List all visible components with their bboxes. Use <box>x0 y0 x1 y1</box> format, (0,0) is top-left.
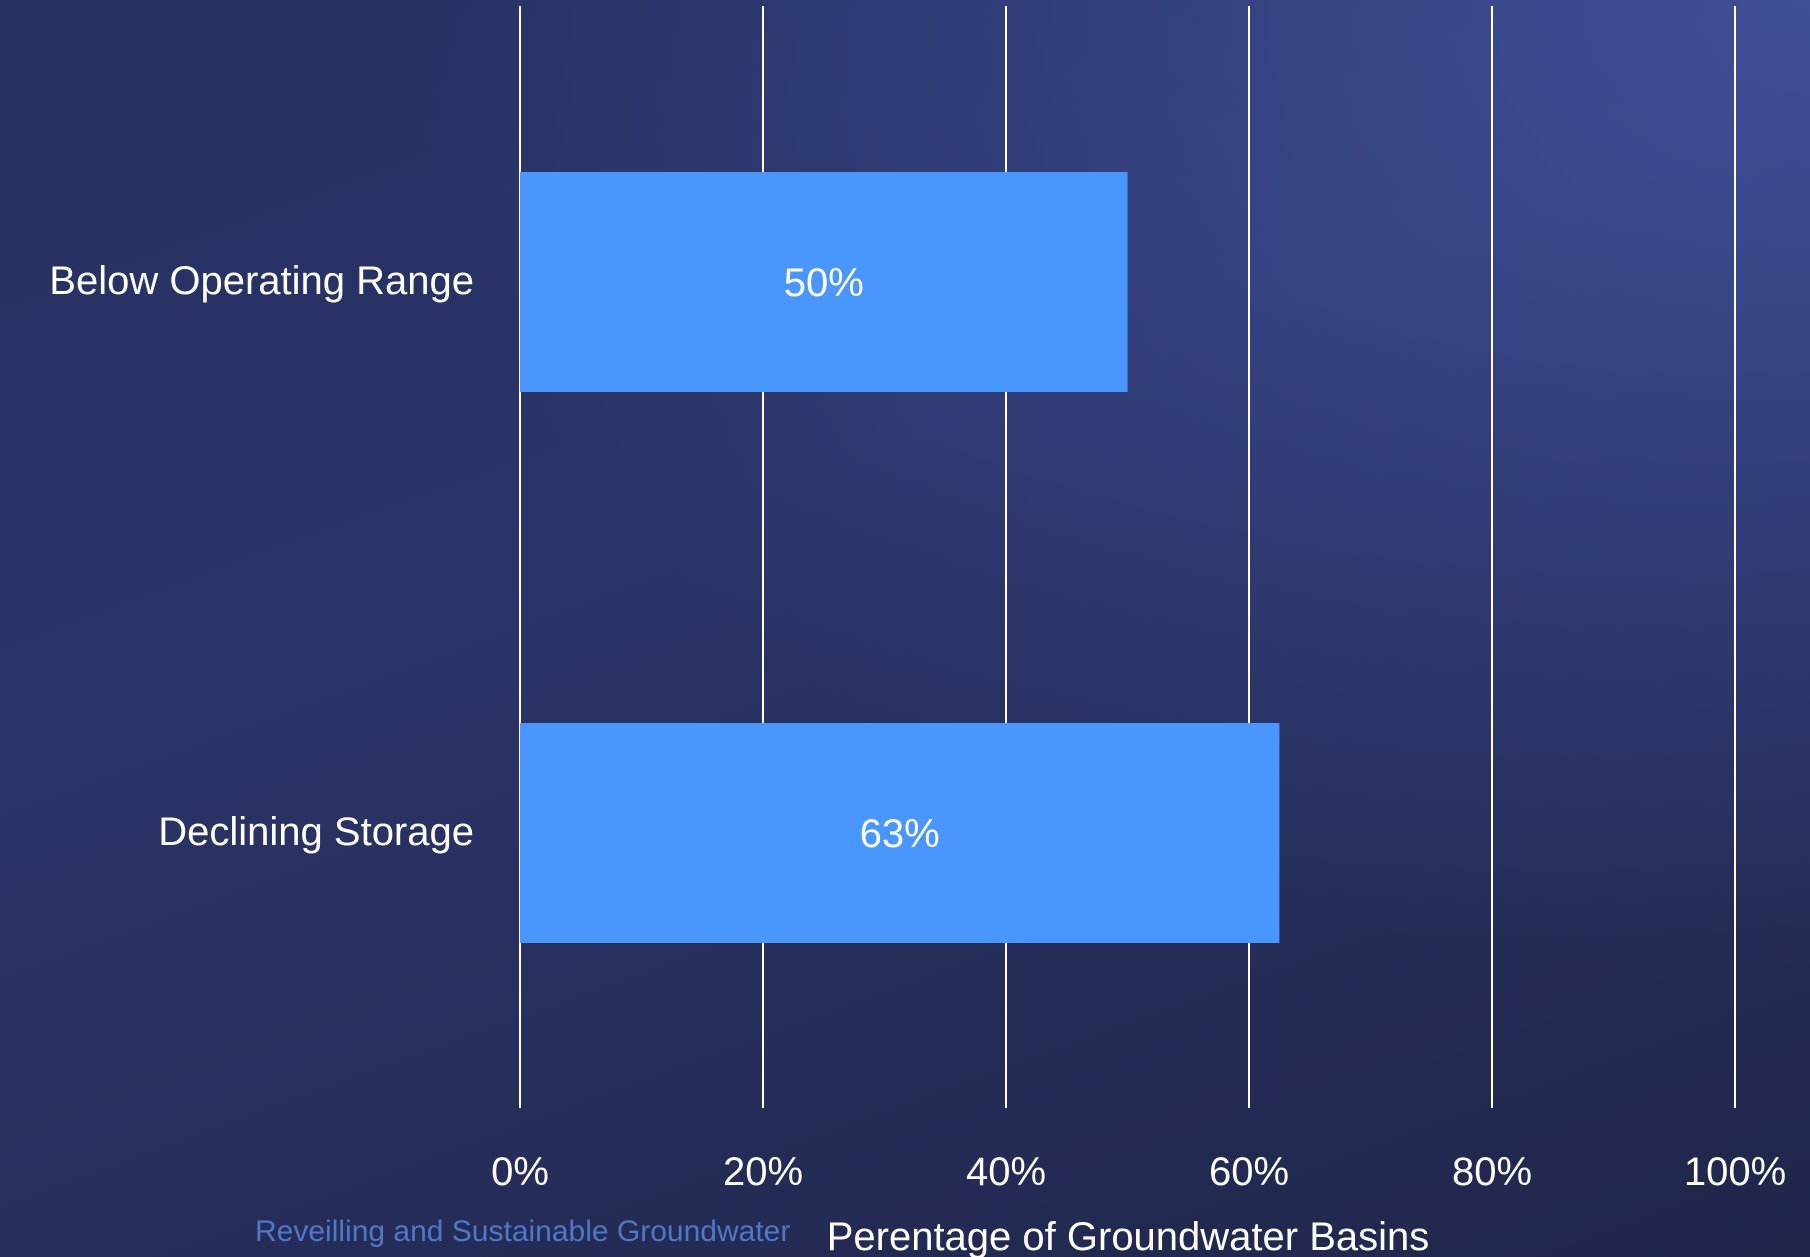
footer-note: Reveilling and Sustainable Groundwater <box>255 1215 791 1248</box>
x-tick-label-3: 60% <box>1209 1150 1289 1194</box>
x-tick-labels: 0% 20% 40% 60% 80% 100% <box>491 1150 1786 1194</box>
data-label-1: 63% <box>860 812 940 856</box>
bars <box>520 172 1280 943</box>
x-tick-label-4: 80% <box>1452 1150 1532 1194</box>
data-label-0: 50% <box>784 261 864 305</box>
bar-1 <box>520 723 1280 943</box>
x-tick-label-2: 40% <box>966 1150 1046 1194</box>
bar-0 <box>520 172 1128 392</box>
category-labels: Below Operating Range Declining Storage <box>49 259 474 854</box>
x-axis-title: Perentage of Groundwater Basins <box>827 1215 1430 1257</box>
category-label-0: Below Operating Range <box>49 259 474 303</box>
x-tick-label-5: 100% <box>1684 1150 1786 1194</box>
category-label-1: Declining Storage <box>158 810 474 854</box>
x-tick-label-1: 20% <box>723 1150 803 1194</box>
x-tick-label-0: 0% <box>491 1150 549 1194</box>
data-labels: 50% 63% <box>784 261 940 856</box>
